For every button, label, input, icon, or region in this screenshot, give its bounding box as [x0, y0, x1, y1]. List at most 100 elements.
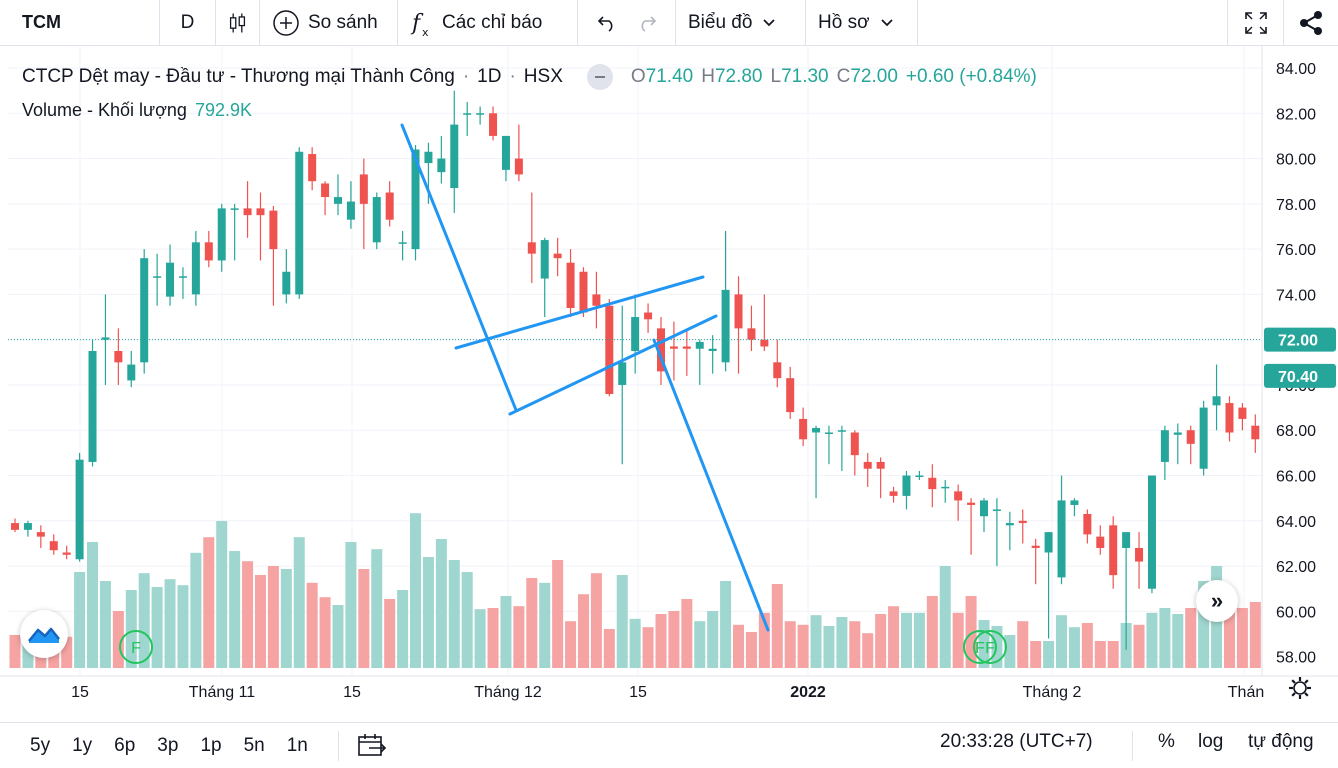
candle-body [1238, 407, 1247, 419]
candle-body [1018, 520, 1027, 524]
candle-body [799, 418, 808, 440]
price-tick-label: 82.00 [1276, 106, 1316, 123]
candle-body [1083, 514, 1092, 535]
volume-bar [1236, 608, 1248, 668]
candle-body [75, 459, 84, 560]
tradingview-logo-button[interactable] [20, 610, 68, 658]
interval-button[interactable]: D [160, 0, 216, 46]
candle-body [398, 242, 407, 244]
settings-gear-icon[interactable] [1288, 676, 1312, 700]
compare-button[interactable]: So sánh [260, 0, 398, 46]
candle-body [682, 346, 691, 349]
undo-icon[interactable] [595, 14, 617, 32]
volume-bar [642, 627, 654, 668]
trend-line[interactable] [652, 338, 770, 632]
candle-body [11, 523, 19, 530]
volume-bar [293, 537, 305, 668]
bottom-divider [337, 730, 339, 761]
candle-body [178, 276, 187, 278]
share-button[interactable] [1284, 0, 1338, 46]
volume-bar [1056, 615, 1068, 668]
profile-menu[interactable]: Hồ sơ [806, 0, 918, 46]
price-axis [1262, 46, 1338, 676]
time-tick-label: 15 [629, 684, 647, 701]
clock-timezone[interactable]: 20:33:28 (UTC+7) [940, 731, 1093, 752]
symbol-search-button[interactable]: TCM [0, 0, 160, 46]
volume-bar [694, 621, 706, 668]
candle-body [385, 192, 394, 220]
candle-body [346, 201, 355, 220]
fullscreen-button[interactable] [1228, 0, 1284, 46]
price-tick-label: 78.00 [1276, 197, 1316, 214]
volume-bar [9, 635, 21, 668]
trend-line[interactable] [508, 314, 718, 416]
volume-bar [513, 606, 525, 668]
candle-body [734, 294, 743, 329]
volume-bar [1017, 621, 1029, 668]
candle-body [837, 430, 846, 432]
dividend-marker-label: F [985, 640, 995, 657]
auto-scale-toggle[interactable]: tự động [1248, 731, 1314, 752]
candle-body [967, 502, 976, 505]
go-to-date-icon[interactable] [357, 733, 387, 759]
volume-bar [422, 557, 434, 668]
candle-body [140, 258, 149, 363]
candle-body [876, 461, 885, 469]
price-chart[interactable]: FFF 84.0082.0080.0078.0076.0074.0072.007… [0, 46, 1338, 722]
range-6m-button[interactable]: 6p [114, 734, 136, 756]
bottom-divider [1132, 731, 1133, 761]
chart-pane[interactable]: FFF 84.0082.0080.0078.0076.0074.0072.007… [0, 46, 1338, 722]
series-interval: 1D [477, 66, 502, 87]
candle-body [902, 475, 911, 496]
volume-bar [1081, 623, 1093, 668]
candle-body [527, 242, 536, 254]
bottom-toolbar: 5y 1y 6p 3p 1p 5n 1n 20:33:28 (UTC+7) % … [0, 722, 1338, 768]
function-icon: f x [410, 11, 429, 38]
candle-body [747, 328, 756, 340]
scroll-to-realtime-button[interactable]: » [1196, 580, 1238, 622]
volume-bar [74, 572, 86, 668]
volume-bar [707, 611, 719, 668]
indicators-button[interactable]: f x Các chỉ báo [398, 0, 578, 46]
chart-type-button[interactable] [216, 0, 260, 46]
hide-series-icon[interactable] [586, 64, 613, 90]
candle-body [1225, 403, 1234, 433]
candle-body [437, 158, 446, 173]
svg-text:x: x [422, 26, 429, 38]
candle-body [282, 271, 291, 295]
chart-layout-menu[interactable]: Biểu đồ [676, 0, 806, 46]
candle-body [695, 341, 704, 349]
series-name: CTCP Dệt may - Đầu tư - Thương mại Thành… [22, 66, 455, 87]
price-tick-label: 80.00 [1276, 152, 1316, 169]
volume-bar [965, 596, 977, 668]
plus-circle-icon [273, 9, 299, 36]
volume-bar [254, 575, 266, 668]
volume-bar [461, 572, 473, 668]
time-tick-label: Tháng 11 [189, 684, 256, 701]
volume-bar [99, 581, 111, 668]
price-tick-label: 66.00 [1276, 469, 1316, 486]
range-1d-button[interactable]: 1n [286, 734, 308, 756]
compare-label: So sánh [308, 11, 378, 33]
volume-bar [823, 626, 835, 668]
volume-value: 792.9K [194, 100, 252, 120]
redo-icon[interactable] [637, 14, 659, 32]
volume-bar [216, 521, 228, 668]
volume-bar [319, 597, 331, 668]
volume-bar [306, 582, 318, 668]
range-3m-button[interactable]: 3p [157, 734, 179, 756]
candle-body [1109, 525, 1118, 576]
dividend-marker-label: F [131, 640, 141, 657]
candle-body [372, 197, 381, 243]
candle-body [153, 276, 162, 278]
trend-line[interactable] [454, 275, 705, 350]
range-1y-button[interactable]: 1y [72, 734, 93, 756]
range-1m-button[interactable]: 1p [200, 734, 222, 756]
percent-scale-toggle[interactable]: % [1158, 731, 1175, 752]
range-5d-button[interactable]: 5n [243, 734, 265, 756]
range-5y-button[interactable]: 5y [30, 734, 51, 756]
dividend-marker [973, 630, 1007, 664]
trend-line[interactable] [400, 123, 518, 412]
log-scale-toggle[interactable]: log [1198, 731, 1224, 752]
candle-body [191, 242, 200, 295]
